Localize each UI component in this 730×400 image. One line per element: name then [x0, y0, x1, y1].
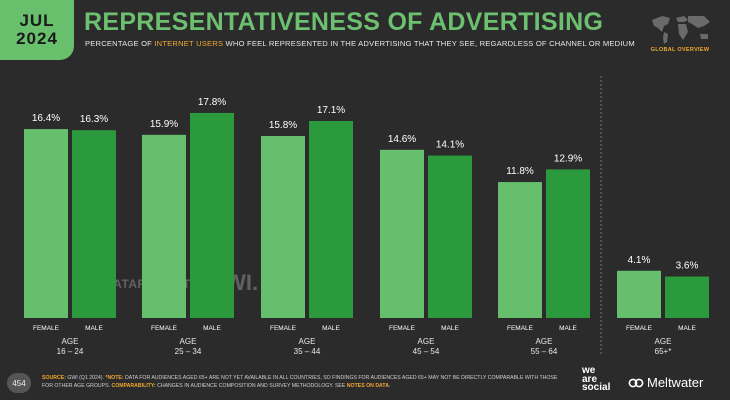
- subtitle-pre: PERCENTAGE OF: [85, 39, 155, 48]
- date-month: JUL: [19, 11, 55, 31]
- subtitle-post: WHO FEEL REPRESENTED IN THE ADVERTISING …: [223, 39, 635, 48]
- was-line1: we: [582, 365, 596, 376]
- bar-category-label: MALE: [441, 325, 459, 332]
- date-year: 2024: [16, 29, 58, 48]
- meltwater-logo: Meltwater: [628, 375, 703, 390]
- page-subtitle: PERCENTAGE OF INTERNET USERS WHO FEEL RE…: [85, 39, 635, 48]
- page-number: 454: [7, 373, 31, 393]
- date-badge: JUL 2024: [0, 0, 74, 60]
- age-label: AGE: [299, 337, 316, 346]
- bar-male: [190, 112, 234, 318]
- bar-value-label: 17.8%: [198, 97, 226, 108]
- we-are-social-logo: we are social: [582, 365, 611, 393]
- bar-female: [380, 149, 424, 318]
- age-label: AGE: [655, 337, 672, 346]
- age-range-label: 55 – 64: [531, 347, 558, 356]
- source-label: SOURCE:: [42, 375, 66, 381]
- bar-value-label: 17.1%: [317, 105, 345, 116]
- bar-category-label: FEMALE: [33, 325, 60, 332]
- age-range-label: 35 – 44: [294, 347, 321, 356]
- bar-value-label: 15.9%: [150, 119, 178, 130]
- bar-value-label: 4.1%: [628, 255, 651, 266]
- bar-value-label: 3.6%: [676, 261, 699, 272]
- bar-value-label: 15.8%: [269, 120, 297, 131]
- bar-female: [142, 134, 186, 318]
- page-title: REPRESENTATIVENESS OF ADVERTISING: [84, 8, 604, 36]
- age-range-label: 45 – 54: [413, 347, 440, 356]
- bar-female: [261, 135, 305, 318]
- age-label: AGE: [418, 337, 435, 346]
- bar-category-label: MALE: [678, 325, 696, 332]
- age-range-label: 25 – 34: [175, 347, 202, 356]
- bar-category-label: MALE: [322, 325, 340, 332]
- footer-end: .: [388, 382, 391, 389]
- bar-category-label: FEMALE: [389, 325, 416, 332]
- bar-value-label: 16.4%: [32, 113, 60, 124]
- global-overview-label: GLOBAL OVERVIEW: [650, 47, 710, 53]
- bar-value-label: 16.3%: [80, 114, 108, 125]
- bar-female: [617, 270, 661, 318]
- age-range-label: 16 – 24: [57, 347, 84, 356]
- age-label: AGE: [536, 337, 553, 346]
- world-map-icon: [652, 16, 710, 44]
- comparability-text: CHANGES IN AUDIENCE COMPOSITION AND SURV…: [155, 382, 347, 389]
- source-text: GWI (Q1 2024).: [65, 375, 106, 381]
- bar-male: [309, 121, 353, 319]
- note-text: DATA FOR AUDIENCES AGED 65+ ARE NOT YET …: [42, 375, 558, 389]
- was-line2: are: [582, 373, 598, 385]
- bar-category-label: MALE: [559, 325, 577, 332]
- bar-category-label: FEMALE: [507, 325, 534, 332]
- bar-value-label: 14.6%: [388, 134, 416, 145]
- bar-male: [665, 276, 709, 318]
- age-range-label: 65+*: [655, 347, 672, 356]
- meltwater-icon: [628, 378, 644, 387]
- footer-note: SOURCE: GWI (Q1 2024). *NOTE: DATA FOR A…: [42, 375, 562, 390]
- meltwater-text: Meltwater: [647, 375, 704, 390]
- bar-male: [546, 169, 590, 318]
- bar-category-label: MALE: [203, 325, 221, 332]
- age-label: AGE: [62, 337, 79, 346]
- bar-category-label: FEMALE: [151, 325, 178, 332]
- bar-male: [428, 155, 472, 318]
- bar-category-label: FEMALE: [626, 325, 653, 332]
- bar-male: [72, 130, 116, 318]
- subtitle-highlight: INTERNET USERS: [154, 39, 224, 48]
- age-label: AGE: [180, 337, 197, 346]
- note-label: *NOTE:: [105, 375, 124, 381]
- bar-value-label: 12.9%: [554, 153, 582, 164]
- bar-value-label: 11.8%: [506, 166, 534, 177]
- bar-value-label: 14.1%: [436, 140, 464, 151]
- bar-category-label: FEMALE: [270, 325, 297, 332]
- bar-female: [24, 129, 68, 318]
- was-line3: social: [582, 382, 611, 393]
- notes-on-data-link[interactable]: NOTES ON DATA: [346, 382, 389, 389]
- comparability-label: COMPARABILITY:: [111, 382, 156, 389]
- bar-female: [498, 182, 542, 318]
- bar-category-label: MALE: [85, 325, 103, 332]
